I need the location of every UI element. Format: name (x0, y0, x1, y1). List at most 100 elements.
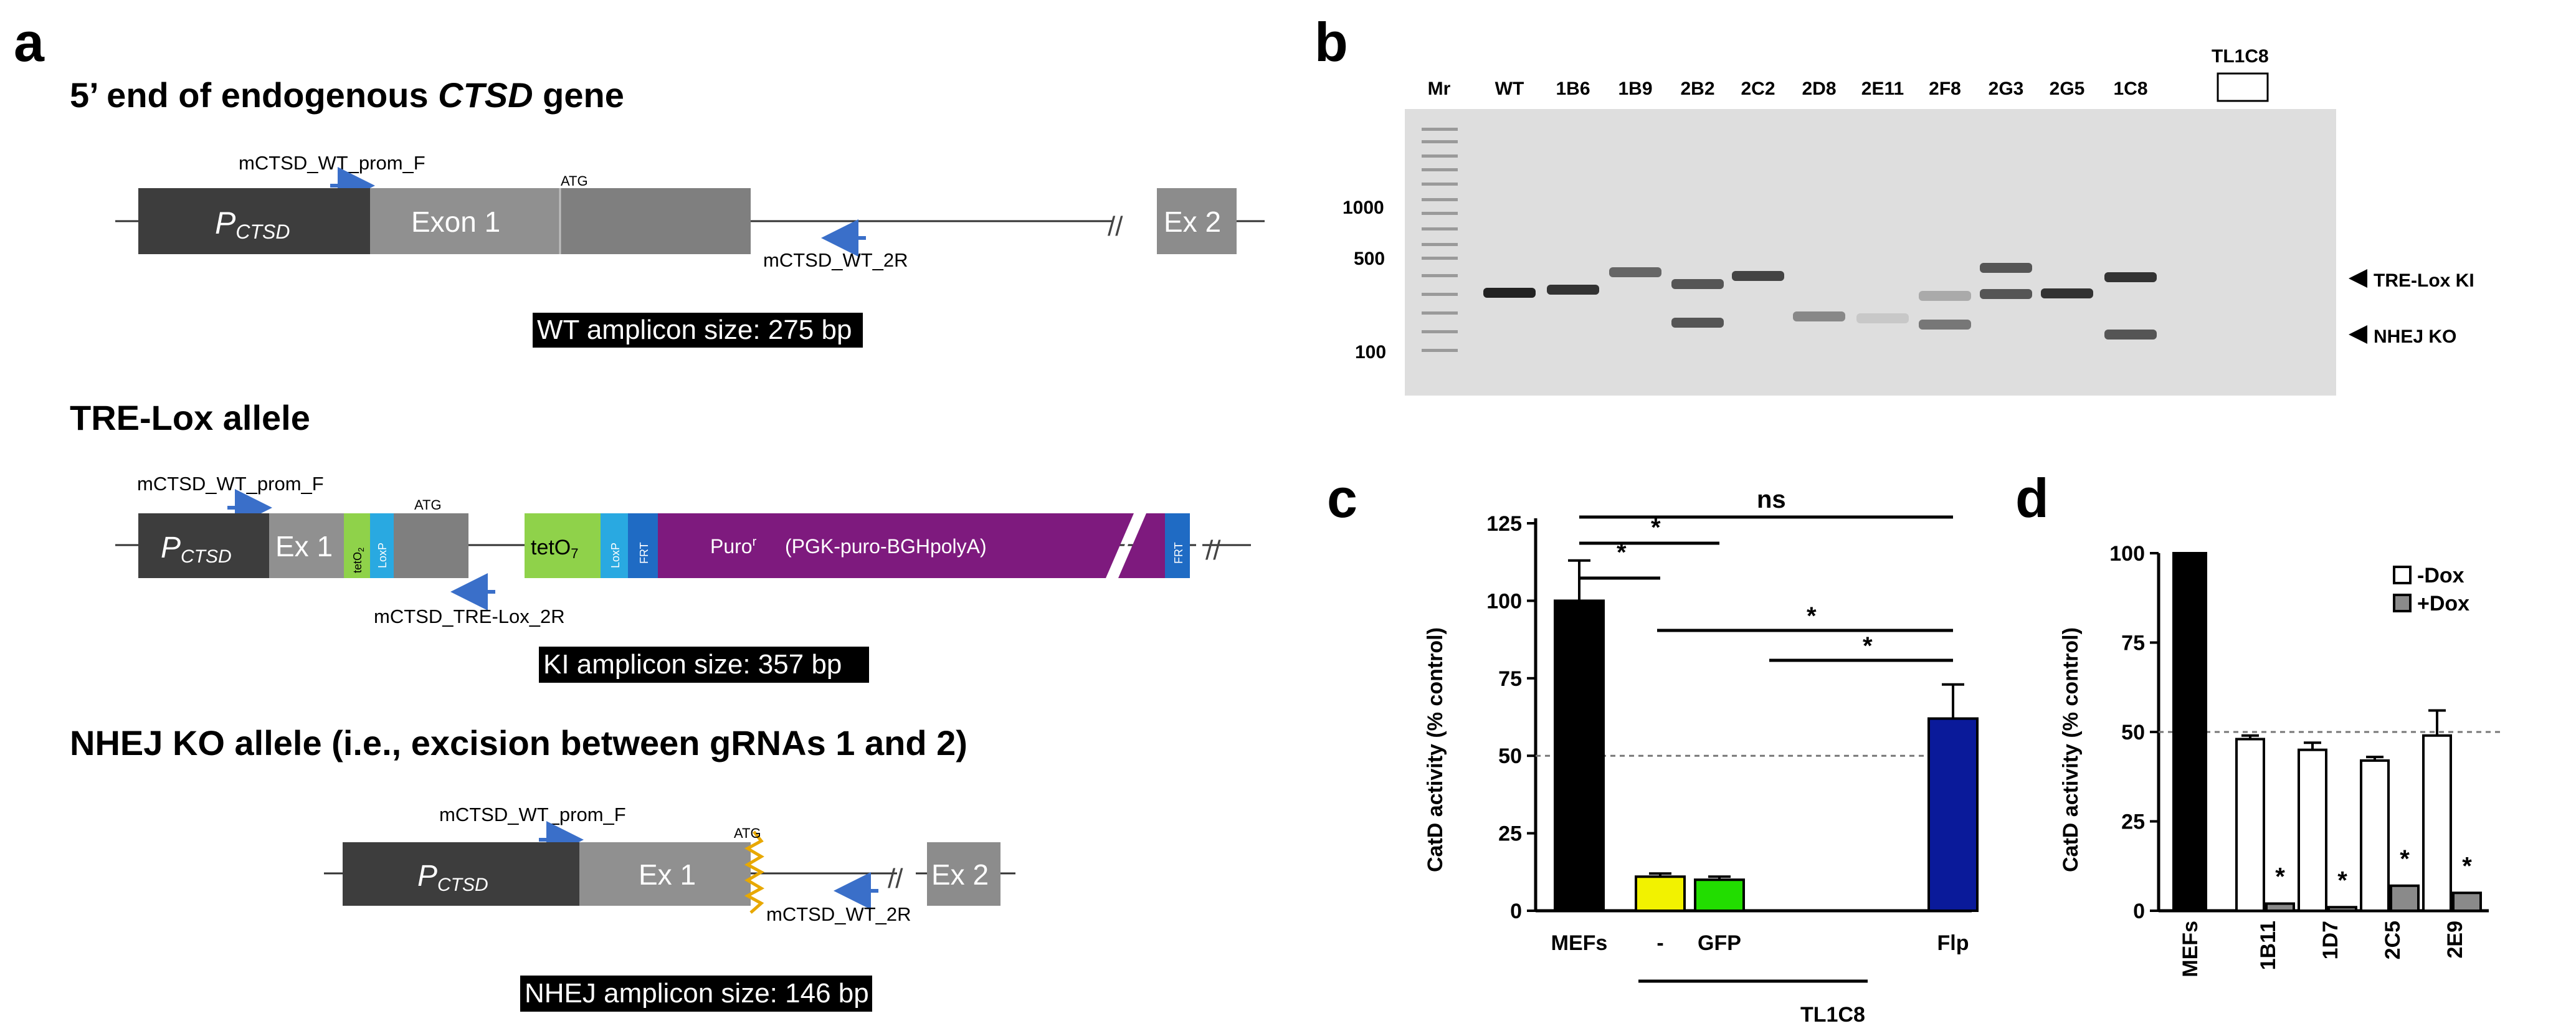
tre-puro-box (658, 513, 1134, 578)
wt-exon1-label: Exon 1 (411, 206, 500, 238)
legend-plus-dox-swatch (2393, 594, 2412, 612)
chart-d-bar-plus-dox (2265, 902, 2295, 913)
gel-ko-label: NHEJ KO (2374, 326, 2456, 347)
wt-exon2-label: Ex 2 (1164, 206, 1221, 238)
tre-puro-box-2 (1118, 513, 1165, 578)
wt-exon1-coding-box (560, 188, 751, 254)
gel-lane-label: 1B6 (1556, 78, 1590, 99)
wt-amplicon-label: WT amplicon size: 275 bp (537, 315, 852, 345)
gel-ladder-band (1422, 128, 1458, 131)
gel-ladder-band (1422, 243, 1458, 246)
chart-c-x-label: MEFs (1551, 931, 1608, 955)
nhej-promoter-box (343, 842, 579, 906)
chart-d-bar-plus-dox (2390, 884, 2420, 912)
chart-d-star: * (2462, 852, 2472, 880)
tre-puro-label: Puror (710, 535, 757, 558)
chart-d-y-tick-label: 100 (2109, 542, 2145, 566)
nhej-atg-label: ATG (734, 825, 761, 841)
gel-lane-label: 1C8 (2113, 78, 2147, 99)
sig-label-1: * (1617, 539, 1627, 566)
gel-band (2041, 288, 2093, 298)
sig-label-3: * (1807, 602, 1817, 630)
gel-size-1000: 1000 (1343, 197, 1384, 218)
wt-primer-f-label: mCTSD_WT_prom_F (239, 152, 425, 174)
nhej-excision-mark (744, 830, 765, 914)
tre-ex1-box (269, 513, 344, 578)
chart-d-bar-minus-dox (2422, 734, 2452, 912)
gel-lane-labels: Mr WT 1B6 1B9 2B2 2C2 2D8 2E11 2F8 2G3 2G5 1C8 (1428, 78, 2148, 99)
gel-ladder-band (1422, 183, 1458, 186)
panel-b-letter: b (1314, 11, 1348, 73)
chart-c-y-tick-label: 25 (1498, 822, 1522, 846)
chart-c: 0 25 50 75 100 125 MEFs - GFP Flp (1486, 512, 1979, 955)
chart-d-y-tick-label: 25 (2121, 810, 2145, 834)
tre-loxp2-label: LoxP (609, 543, 622, 568)
nhej-promoter-label: PCTSD (417, 860, 488, 895)
nhej-break-mark: // (888, 863, 903, 894)
wt-break-mark: // (1108, 211, 1123, 242)
chart-d-star: * (2337, 867, 2347, 894)
chart-d-bar-minus-dox (2360, 759, 2390, 913)
gel-band (1732, 271, 1784, 281)
chart-d-x-label: 1B11 (2256, 921, 2280, 970)
chart-d-y-tick-label: 50 (2121, 721, 2145, 744)
tre-break-mark: // (1205, 535, 1221, 566)
tre-teto2-box (344, 513, 370, 578)
gel-lane-label: 2F8 (1929, 78, 1961, 99)
wt-exon1-box (370, 188, 560, 254)
chart-d-x-label: 2E9 (2443, 921, 2467, 959)
gel-band (1980, 263, 2032, 273)
chart-d-star: * (2275, 863, 2285, 891)
gel-band (1980, 289, 2032, 299)
tre-ex1-label: Ex 1 (275, 530, 333, 563)
gel-ladder (1422, 128, 1458, 352)
gel-lane-label: 2C2 (1741, 78, 1775, 99)
chart-c-y-tick-label: 50 (1498, 744, 1522, 768)
tre-loxp-box (370, 513, 394, 578)
gel-band (2104, 330, 2157, 340)
legend-plus-dox-label: +Dox (2417, 592, 2469, 615)
sig-label-2: * (1651, 514, 1661, 541)
chart-d-x-label: 1D7 (2319, 921, 2342, 959)
chart-c-x-label: GFP (1698, 931, 1741, 955)
gel-band (1483, 288, 1536, 298)
gel-bands (1483, 263, 2157, 340)
tre-atg-label: ATG (414, 497, 442, 513)
gel-lane-label: WT (1495, 78, 1524, 99)
sig-label-4: * (1863, 632, 1873, 660)
gel-ladder-band (1422, 227, 1458, 230)
nhej-exon2-label: Ex 2 (931, 858, 989, 891)
chart-d-y-tick-label: 0 (2133, 900, 2145, 923)
wt-exon2-box (1157, 188, 1237, 254)
legend-minus-dox-label: -Dox (2417, 564, 2464, 587)
tre-teto7-box (525, 513, 601, 578)
chart-c-bar (1694, 878, 1745, 912)
gel-size-500: 500 (1354, 249, 1385, 269)
tre-primer-r-label: mCTSD_TRE-Lox_2R (374, 606, 565, 627)
chart-d-bar-minus-dox (2298, 748, 2327, 912)
gel-band (1671, 318, 1724, 328)
gel-lane-label: 2B2 (1680, 78, 1714, 99)
chart-c-group-label: TL1C8 (1800, 1003, 1865, 1026)
gel-ladder-band (1422, 212, 1458, 215)
nhej-primer-r-label: mCTSD_WT_2R (766, 903, 911, 925)
gel-band (2104, 272, 2157, 282)
gel-ladder-band (1422, 330, 1458, 333)
gel-ladder-band (1422, 274, 1458, 277)
tre-frt-box (628, 513, 658, 578)
wt-promoter-label: PCTSD (215, 206, 290, 243)
chart-d: 0 25 50 75 100 MEFs * 1B11 * 1D7 * 2C5 * 2E9 (2109, 542, 2504, 977)
panel-c-letter: c (1327, 467, 1357, 529)
tre-frt2-label: FRT (1172, 542, 1185, 564)
gel-ladder-band (1422, 198, 1458, 201)
gel-ladder-band (1422, 257, 1458, 260)
tre-title: TRE-Lox allele (70, 398, 310, 437)
panel-a-letter: a (14, 11, 45, 73)
gel-band (1919, 291, 1971, 301)
gel-header-tl1c8: TL1C8 (2212, 46, 2269, 67)
tre-teto2-label: tetO2 (351, 548, 366, 573)
tre-loxp2-box (601, 513, 628, 578)
chart-c-y-tick-label: 0 (1510, 900, 1522, 923)
gel-ki-label: TRE-Lox KI (2374, 270, 2474, 291)
